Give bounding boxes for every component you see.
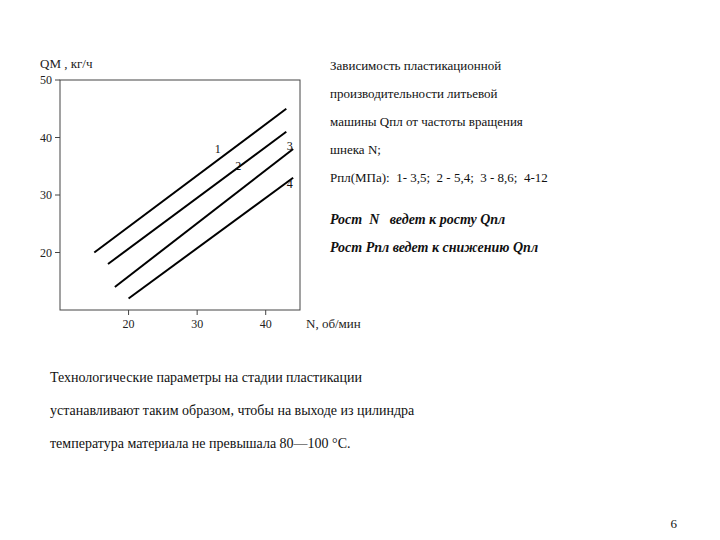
y-tick <box>55 137 60 138</box>
line-label: 1 <box>215 142 221 156</box>
series-line <box>94 109 286 253</box>
y-axis-label: QM , кг/ч <box>40 56 93 71</box>
series-line <box>108 132 286 264</box>
line-label: 2 <box>235 159 241 173</box>
conclusion-line: Рост N ведет к росту Qпл <box>330 212 505 227</box>
series-line <box>129 178 294 299</box>
paragraph-line: устанавливают таким образом, чтобы на вы… <box>50 403 415 418</box>
y-tick-label: 40 <box>40 131 52 145</box>
x-tick <box>128 310 129 315</box>
line-label: 3 <box>287 139 293 153</box>
y-axis: 20 30 40 50 <box>40 73 60 260</box>
caption-line: Зависимость пластикационной <box>330 58 501 73</box>
caption-line: шнека N; <box>330 142 381 157</box>
x-axis: 20 30 40 <box>123 310 272 331</box>
y-tick-label: 50 <box>40 73 52 87</box>
page: 20 30 40 20 30 40 50 QM , кг/ч N, об/мин 12 3 4 Зави… <box>0 0 720 540</box>
paragraph-line: температура материала не превышала 80—10… <box>50 436 351 451</box>
caption-line: производительности литьевой <box>330 86 497 101</box>
x-tick-label: 20 <box>123 317 135 331</box>
x-tick-label: 40 <box>260 317 272 331</box>
caption-line: Рпл(МПа): 1- 3,5; 2 - 5,4; 3 - 8,6; 4-12 <box>330 170 548 185</box>
y-tick <box>55 252 60 253</box>
line-label: 4 <box>287 177 293 191</box>
y-tick-label: 20 <box>40 246 52 260</box>
caption-line: машины Qпл от частоты вращения <box>330 114 523 129</box>
conclusion-line: Рост Рпл ведет к снижению Qпл <box>330 240 538 255</box>
y-tick <box>55 195 60 196</box>
x-tick <box>197 310 198 315</box>
y-tick <box>55 80 60 81</box>
y-tick-label: 30 <box>40 188 52 202</box>
plot-frame <box>60 80 300 310</box>
series-line <box>115 149 293 287</box>
x-axis-label: N, об/мин <box>306 316 361 331</box>
x-tick <box>265 310 266 315</box>
x-tick-label: 30 <box>191 317 203 331</box>
paragraph-line: Технологические параметры на стадии плас… <box>50 370 362 385</box>
series-group <box>94 109 293 299</box>
page-number: 6 <box>671 516 678 531</box>
